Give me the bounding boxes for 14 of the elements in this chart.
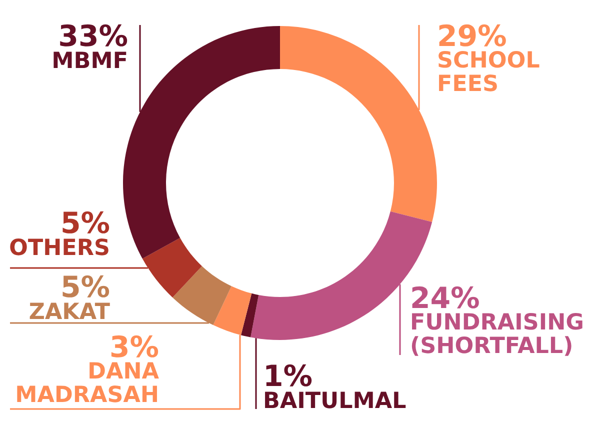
slice-label: OTHERS bbox=[10, 238, 108, 256]
slice-label: MBMF bbox=[54, 52, 126, 68]
slice-label: DANA MADRASAH bbox=[17, 362, 159, 402]
data-label: 3% bbox=[111, 335, 158, 358]
data-label: 1% bbox=[266, 364, 312, 386]
data-label: 5% bbox=[62, 211, 110, 234]
slice-label: ZAKAT bbox=[30, 302, 110, 319]
slice-label: SCHOOL FEES bbox=[438, 50, 540, 92]
data-label: 24% bbox=[412, 286, 479, 308]
data-label: 5% bbox=[62, 275, 110, 298]
data-label: 29% bbox=[439, 24, 506, 46]
slice-label: BAITULMAL bbox=[265, 392, 406, 408]
slice-label: FUNDRAISING (SHORTFALL) bbox=[412, 312, 582, 356]
data-label: 33% bbox=[60, 24, 128, 46]
